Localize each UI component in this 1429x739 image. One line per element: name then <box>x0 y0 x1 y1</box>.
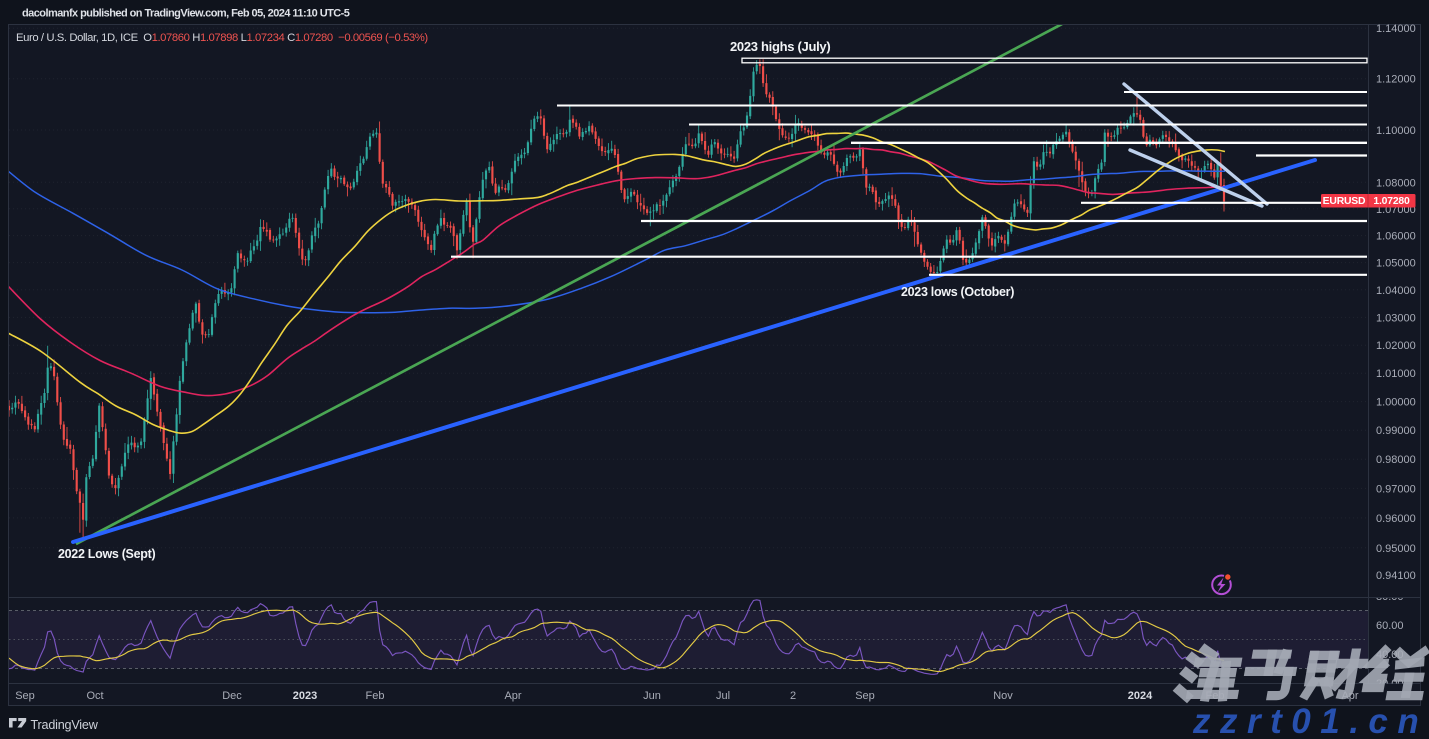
svg-text:1.04000: 1.04000 <box>1376 285 1416 297</box>
svg-text:Dec: Dec <box>222 690 242 702</box>
svg-text:1.01000: 1.01000 <box>1376 368 1416 380</box>
svg-text:20.00: 20.00 <box>1376 678 1404 690</box>
svg-text:Oct: Oct <box>86 690 103 702</box>
svg-text:2023 highs (July): 2023 highs (July) <box>730 39 830 54</box>
svg-text:Sep: Sep <box>855 690 875 702</box>
svg-text:0.97000: 0.97000 <box>1376 483 1416 495</box>
svg-text:Euro / U.S. Dollar, 1D, ICE O: Euro / U.S. Dollar, 1D, ICE O1.07860 H1.… <box>16 32 428 44</box>
svg-text:1.00000: 1.00000 <box>1376 397 1416 409</box>
svg-text:0.98000: 0.98000 <box>1376 454 1416 466</box>
svg-text:EURUSD: EURUSD <box>1323 196 1366 207</box>
svg-text:1.07280: 1.07280 <box>1373 196 1410 207</box>
svg-text:1.10000: 1.10000 <box>1376 125 1416 137</box>
svg-text:2: 2 <box>790 690 796 702</box>
svg-text:zzrt01.cn: zzrt01.cn <box>1192 702 1428 739</box>
svg-text:Jul: Jul <box>716 690 730 702</box>
svg-text:0.99000: 0.99000 <box>1376 425 1416 437</box>
svg-text:Sep: Sep <box>15 690 35 702</box>
svg-text:60.00: 60.00 <box>1376 620 1404 632</box>
svg-text:1.02000: 1.02000 <box>1376 340 1416 352</box>
svg-text:Jun: Jun <box>643 690 661 702</box>
svg-text:1.08000: 1.08000 <box>1376 177 1416 189</box>
svg-text:1.14000: 1.14000 <box>1376 23 1416 35</box>
svg-text:1.05000: 1.05000 <box>1376 258 1416 270</box>
svg-text:80.00: 80.00 <box>1376 591 1404 603</box>
svg-text:Apr: Apr <box>1341 690 1358 702</box>
svg-text:TradingView: TradingView <box>31 718 99 732</box>
svg-text:Nov: Nov <box>993 690 1013 702</box>
svg-text:0.94100: 0.94100 <box>1376 570 1416 582</box>
svg-text:1.12000: 1.12000 <box>1376 74 1416 86</box>
svg-text:2022 Lows (Sept): 2022 Lows (Sept) <box>58 547 155 561</box>
svg-text:Feb: Feb <box>1206 690 1225 702</box>
svg-text:dacolmanfx published on Tradin: dacolmanfx published on TradingView.com,… <box>22 8 350 20</box>
svg-text:Apr: Apr <box>504 690 521 702</box>
svg-text:Feb: Feb <box>366 690 385 702</box>
svg-text:2024: 2024 <box>1128 690 1153 702</box>
svg-text:0.95000: 0.95000 <box>1376 543 1416 555</box>
svg-text:40.00: 40.00 <box>1376 649 1404 661</box>
svg-text:2023: 2023 <box>293 690 317 702</box>
svg-text:2023 lows (October): 2023 lows (October) <box>901 285 1014 299</box>
svg-text:0.96000: 0.96000 <box>1376 513 1416 525</box>
svg-text:1.03000: 1.03000 <box>1376 312 1416 324</box>
svg-text:1.06000: 1.06000 <box>1376 231 1416 243</box>
